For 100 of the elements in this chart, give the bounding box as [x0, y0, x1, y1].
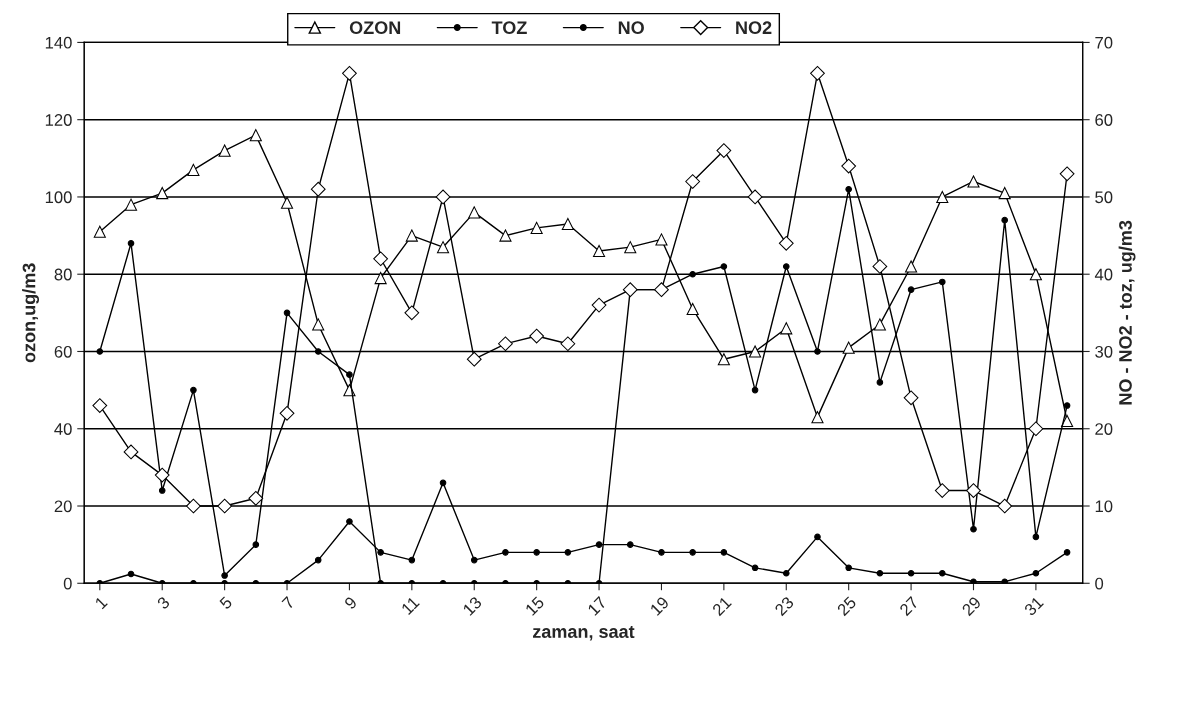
point	[435, 189, 451, 205]
point	[997, 498, 1013, 514]
y-tick-label: 120	[45, 114, 72, 126]
point	[938, 569, 946, 577]
legend-label: NO2	[736, 21, 772, 35]
point	[592, 244, 606, 258]
point	[127, 570, 135, 578]
point	[252, 541, 260, 548]
x-tick-label: 5	[218, 596, 233, 610]
point	[93, 225, 106, 238]
point	[845, 564, 852, 572]
point	[658, 549, 665, 556]
point	[186, 498, 201, 514]
y2-tick-label: 20	[1095, 423, 1113, 435]
y-tick-label: 20	[54, 500, 72, 513]
point	[934, 483, 950, 498]
point	[751, 564, 759, 572]
legend-label: TOZ	[491, 21, 527, 35]
point	[814, 533, 821, 541]
point	[346, 518, 353, 525]
point	[966, 483, 981, 498]
y-tick-label: 60	[54, 345, 72, 358]
point	[1028, 421, 1044, 437]
x-tick-label: 3	[156, 595, 171, 610]
point	[123, 444, 139, 460]
y2-tick-label: 40	[1094, 268, 1113, 281]
point	[686, 302, 699, 316]
point	[1032, 533, 1040, 541]
point	[158, 487, 166, 494]
y2-tick-label: 30	[1095, 345, 1113, 358]
point	[749, 345, 762, 358]
point	[405, 229, 418, 242]
y-tick-label: 0	[63, 577, 72, 590]
point	[217, 498, 233, 514]
point	[782, 569, 790, 577]
point	[811, 411, 824, 424]
x-tick-label: 31	[1023, 595, 1044, 617]
point	[717, 353, 730, 366]
point	[1032, 569, 1040, 577]
point	[1059, 166, 1075, 182]
point	[814, 348, 821, 355]
x-tick-label: 9	[343, 595, 358, 610]
point	[841, 158, 857, 174]
point	[780, 322, 793, 335]
point	[249, 129, 262, 142]
point	[561, 217, 574, 231]
point	[374, 272, 387, 285]
legend-label: OZON	[349, 21, 401, 35]
point	[1063, 549, 1071, 556]
point	[1001, 216, 1008, 224]
point	[124, 198, 138, 211]
y2-tick-label: 10	[1095, 500, 1113, 513]
point	[907, 569, 915, 577]
y2-tick-label: 70	[1095, 36, 1113, 49]
point	[720, 263, 728, 270]
point	[156, 187, 169, 200]
point	[938, 278, 946, 286]
point	[655, 233, 668, 246]
x-tick-label: 29	[961, 595, 982, 617]
point	[873, 318, 886, 331]
point	[530, 221, 543, 234]
point	[439, 479, 447, 487]
point	[529, 328, 545, 344]
point	[720, 549, 728, 556]
point	[92, 398, 108, 413]
x-tick-label: 17	[587, 596, 608, 616]
point	[314, 348, 322, 355]
point	[936, 190, 949, 204]
point	[876, 379, 884, 386]
y2-axis-title: NO - NO2 - toz, ug/m3	[1118, 220, 1136, 405]
point	[626, 541, 634, 548]
x-tick-label: 15	[524, 596, 545, 616]
x-tick-label: 13	[462, 595, 483, 616]
x-tick-label: 1	[94, 596, 108, 610]
point	[314, 556, 322, 564]
point	[876, 569, 884, 577]
point	[404, 305, 420, 321]
point	[310, 181, 326, 197]
point	[312, 318, 325, 331]
point	[436, 241, 450, 254]
point	[468, 206, 481, 219]
point	[591, 297, 607, 313]
point	[1029, 268, 1042, 281]
point	[96, 348, 104, 355]
point	[1063, 402, 1071, 409]
point	[842, 341, 855, 354]
point	[470, 556, 478, 564]
point	[624, 241, 637, 254]
point	[907, 286, 915, 293]
point	[970, 525, 977, 533]
point	[872, 259, 888, 274]
y-tick-label: 100	[45, 191, 72, 204]
y-tick-label: 80	[54, 268, 72, 281]
x-tick-label: 19	[649, 595, 670, 616]
y-axis-title: ozon,ug/m3	[22, 263, 40, 363]
point	[970, 578, 977, 584]
point	[498, 336, 513, 352]
x-tick-label: 25	[836, 595, 857, 617]
point	[377, 549, 384, 556]
point	[346, 371, 353, 378]
